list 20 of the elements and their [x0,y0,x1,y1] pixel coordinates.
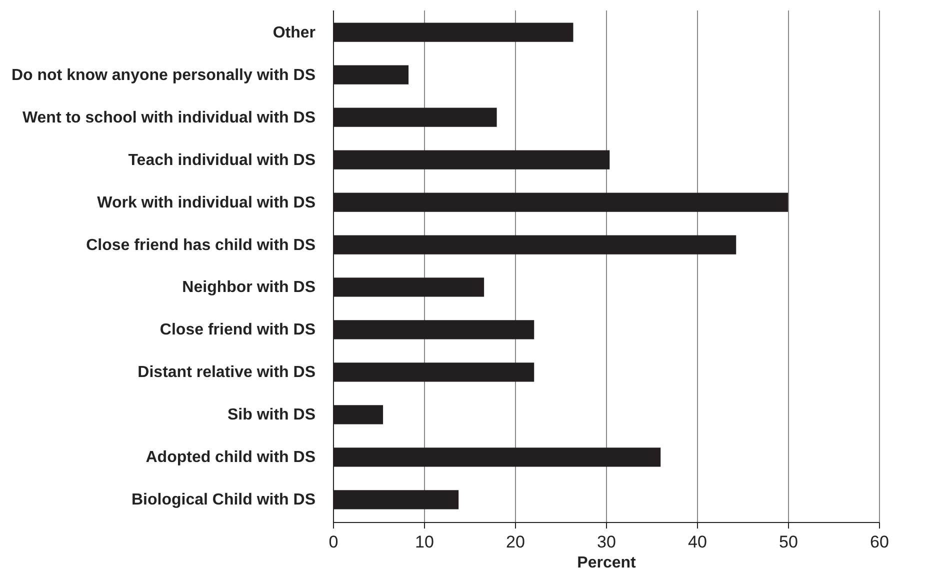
x-tick-label: 50 [779,532,798,552]
x-axis-title: Percent [577,554,637,572]
y-tick-label: Work with individual with DS [97,194,316,212]
y-tick-label: Went to school with individual with DS [22,109,316,126]
y-tick-label: Biological Child with DS [132,492,316,509]
y-tick-label: Adopted child with DS [146,449,316,466]
x-tick-label: 60 [870,532,889,552]
y-tick-label: Sib with DS [228,406,316,424]
y-tick-label: Neighbor with DS [182,279,316,296]
y-tick-label: Distant relative with DS [138,364,316,382]
x-tick-label: 0 [328,532,338,552]
x-tick-label: 40 [688,532,707,552]
y-tick-label: Close friend with DS [160,322,316,339]
x-tick-label: 20 [506,532,525,552]
y-tick-label: Close friend has child with DS [86,236,316,254]
x-tick-label: 10 [415,532,434,552]
y-tick-label: Do not know anyone personally with DS [11,66,316,84]
y-tick-label: Teach individual with DS [128,152,316,169]
y-tick-label: Other [272,24,316,42]
x-tick-label: 30 [597,532,616,552]
